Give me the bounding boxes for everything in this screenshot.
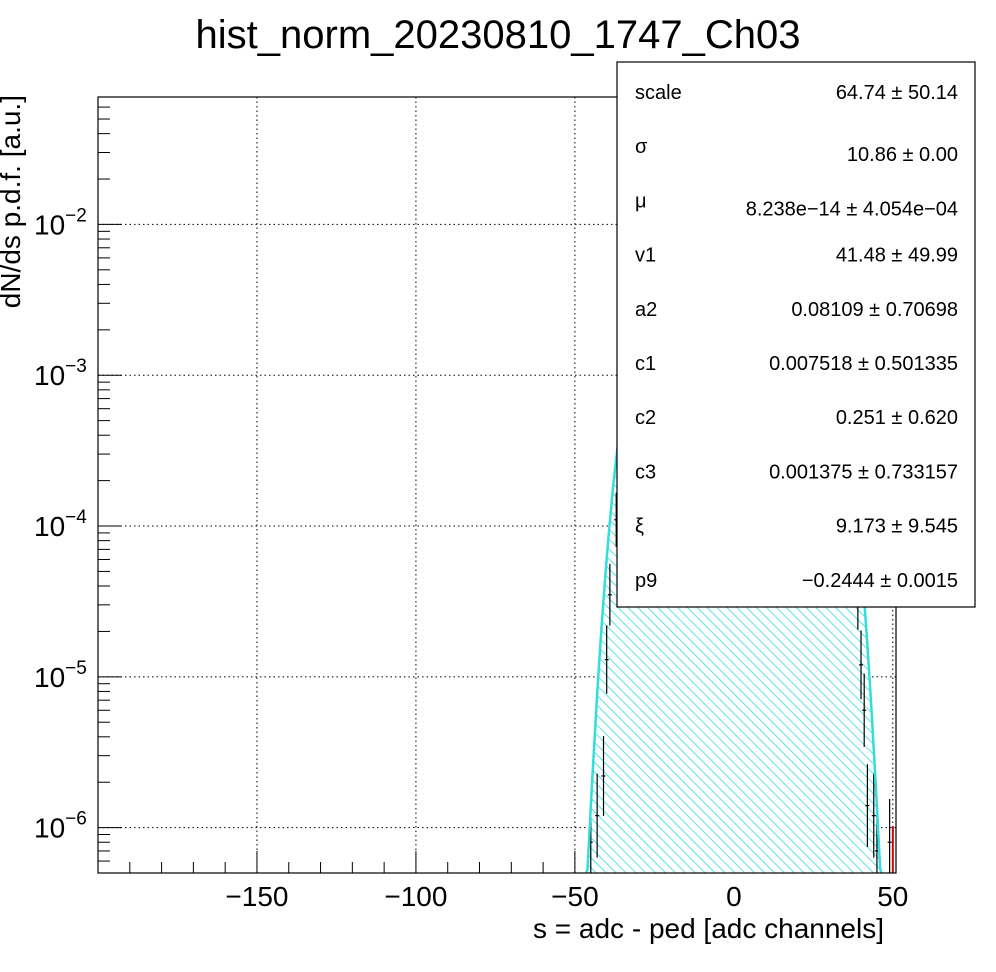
stat-value: 9.173 ± 9.545	[836, 516, 958, 538]
x-tick-label: −50	[551, 881, 599, 912]
stat-name: p9	[635, 570, 657, 592]
y-tick-label: 10−3	[34, 356, 87, 391]
stats-box: scale 64.74 ± 50.14 σ 10.86 ± 0.00 μ 8.238e−1…	[616, 61, 976, 608]
stat-name: c2	[635, 407, 656, 429]
x-tick-label: 0	[726, 881, 742, 912]
y-tick-label: 10−2	[34, 205, 87, 240]
x-tick-label: −100	[384, 881, 447, 912]
y-tick-labels: 10−6 10−5 10−4 10−3 10−2	[34, 205, 87, 843]
stat-value: 0.251 ± 0.620	[836, 407, 958, 429]
stat-name: ξ	[635, 516, 644, 538]
stat-value: 41.48 ± 49.99	[836, 245, 958, 267]
y-tick-label: 10−5	[34, 658, 87, 693]
stat-name: v1	[635, 245, 656, 267]
chart-title: hist_norm_20230810_1747_Ch03	[196, 13, 801, 57]
x-tick-label: 50	[877, 881, 908, 912]
stat-name: a2	[635, 299, 657, 321]
stat-name: σ	[635, 136, 648, 158]
stat-value: 0.001375 ± 0.733157	[769, 461, 958, 483]
stat-value: 0.08109 ± 0.70698	[791, 299, 958, 321]
stat-value: 10.86 ± 0.00	[847, 144, 958, 166]
y-axis-title: dN/ds p.d.f. [a.u.]	[0, 95, 26, 308]
x-axis-title: s = adc - ped [adc channels]	[533, 913, 884, 944]
stat-value: 64.74 ± 50.14	[836, 82, 958, 104]
stat-value: 8.238e−14 ± 4.054e−04	[746, 198, 958, 220]
stat-name: c3	[635, 461, 656, 483]
y-tick-label: 10−6	[34, 809, 87, 844]
stat-name: c1	[635, 353, 656, 375]
y-tick-label: 10−4	[34, 507, 87, 542]
stat-value: 0.007518 ± 0.501335	[769, 353, 958, 375]
stat-value: −0.2444 ± 0.0015	[802, 570, 958, 592]
x-tick-label: −150	[225, 881, 288, 912]
stat-name: μ	[635, 190, 647, 212]
x-tick-labels: −150 −100 −50 0 50	[225, 881, 908, 912]
stat-name: scale	[635, 82, 682, 104]
